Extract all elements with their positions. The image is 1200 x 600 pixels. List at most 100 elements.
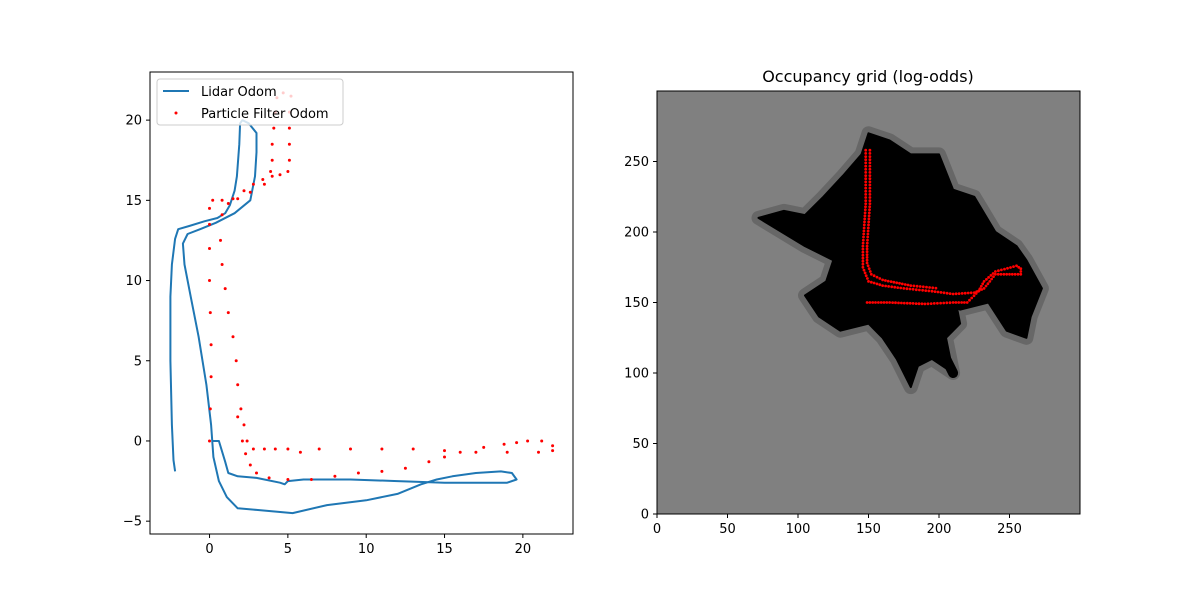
- particle-filter-point: [236, 197, 240, 201]
- path-point: [863, 208, 867, 212]
- particle-filter-point: [270, 174, 274, 178]
- path-point: [960, 292, 964, 295]
- y-tick-label: 0: [641, 508, 649, 523]
- path-point: [864, 164, 868, 168]
- particle-filter-point: [443, 455, 446, 459]
- particle-filter-point: [349, 447, 352, 451]
- path-point: [1012, 265, 1015, 268]
- y-tick-label: 20: [125, 114, 142, 129]
- particle-filter-point: [537, 450, 540, 454]
- path-point: [868, 196, 872, 199]
- y-tick-label: −5: [123, 515, 142, 530]
- particle-filter-point: [208, 279, 211, 282]
- path-point: [868, 155, 872, 159]
- particle-filter-point: [270, 142, 274, 146]
- path-point: [864, 202, 868, 206]
- path-point: [881, 284, 884, 287]
- particle-filter-point: [248, 463, 252, 467]
- path-point: [864, 193, 868, 196]
- particle-filter-point: [269, 170, 273, 173]
- path-point: [867, 217, 871, 221]
- path-point: [1015, 264, 1018, 268]
- path-point: [874, 301, 877, 304]
- path-point: [992, 275, 995, 278]
- path-point: [915, 284, 919, 288]
- particle-filter-point: [209, 343, 213, 347]
- y-tick-label: 0: [134, 434, 142, 449]
- particle-filter-point: [287, 158, 291, 162]
- path-point: [862, 229, 866, 233]
- particle-filter-point: [267, 476, 271, 480]
- path-point: [864, 183, 868, 187]
- particle-filter-point: [244, 452, 248, 456]
- particle-filter-point: [208, 247, 211, 250]
- path-point: [862, 226, 866, 230]
- path-point: [960, 301, 963, 304]
- particle-filter-point: [220, 198, 224, 202]
- y-tick-label: 150: [624, 296, 649, 311]
- path-point: [948, 292, 952, 295]
- path-point: [864, 158, 868, 162]
- path-point: [878, 277, 882, 280]
- path-point: [866, 264, 870, 268]
- path-point: [936, 301, 939, 305]
- path-point: [903, 283, 907, 286]
- particle-filter-point: [427, 460, 431, 464]
- path-point: [902, 301, 906, 305]
- path-point: [892, 280, 896, 284]
- path-point: [866, 229, 870, 233]
- path-point: [868, 270, 872, 273]
- path-point: [905, 287, 909, 291]
- particle-filter-point: [220, 263, 224, 266]
- path-point: [917, 302, 921, 306]
- particle-filter-point: [255, 471, 258, 475]
- path-point: [945, 291, 949, 295]
- particle-filter-point: [286, 170, 290, 173]
- odometry-plot-area: [169, 91, 555, 515]
- path-point: [865, 256, 869, 259]
- path-point: [908, 301, 912, 305]
- path-point: [863, 217, 867, 221]
- path-point: [861, 244, 865, 248]
- path-point: [868, 167, 872, 171]
- particle-filter-point: [226, 311, 230, 315]
- path-point: [975, 290, 979, 293]
- x-tick-label: 150: [856, 522, 881, 537]
- particle-filter-point: [236, 415, 240, 419]
- path-point: [977, 289, 981, 292]
- path-point: [979, 284, 983, 288]
- particle-filter-point: [482, 445, 486, 449]
- path-point: [868, 205, 872, 209]
- path-point: [864, 161, 868, 165]
- odometry-axes: 0 5 10 15 20 −5 0 5 10 15 20 Lidar Odom Particle …: [123, 71, 574, 557]
- path-point: [865, 250, 869, 254]
- path-point: [879, 301, 883, 304]
- particle-filter-point: [251, 182, 255, 186]
- particle-filter-point: [551, 444, 555, 448]
- occupancy-title: Occupancy grid (log-odds): [762, 67, 974, 86]
- path-point: [866, 232, 870, 236]
- path-point: [897, 301, 900, 305]
- path-point: [861, 253, 865, 257]
- particle-filter-point: [239, 407, 243, 411]
- path-point: [994, 270, 997, 273]
- path-point: [867, 280, 870, 283]
- particle-filter-point: [270, 158, 274, 162]
- path-point: [1019, 272, 1023, 276]
- odometry-y-ticks: −5 0 5 10 15 20: [123, 114, 150, 530]
- path-point: [862, 232, 866, 236]
- path-point: [868, 164, 872, 168]
- odometry-axes-frame: [149, 71, 574, 535]
- particle-filter-point: [287, 142, 291, 146]
- path-point: [869, 272, 873, 276]
- path-point: [934, 286, 938, 290]
- path-point: [882, 301, 886, 304]
- particle-filter-point: [208, 206, 211, 210]
- path-point: [1019, 267, 1023, 271]
- x-tick-label: 0: [205, 542, 213, 557]
- particle-filter-point: [245, 439, 249, 443]
- particle-filter-point: [515, 441, 519, 445]
- path-point: [929, 302, 933, 305]
- path-point: [868, 208, 871, 212]
- path-point: [906, 283, 910, 287]
